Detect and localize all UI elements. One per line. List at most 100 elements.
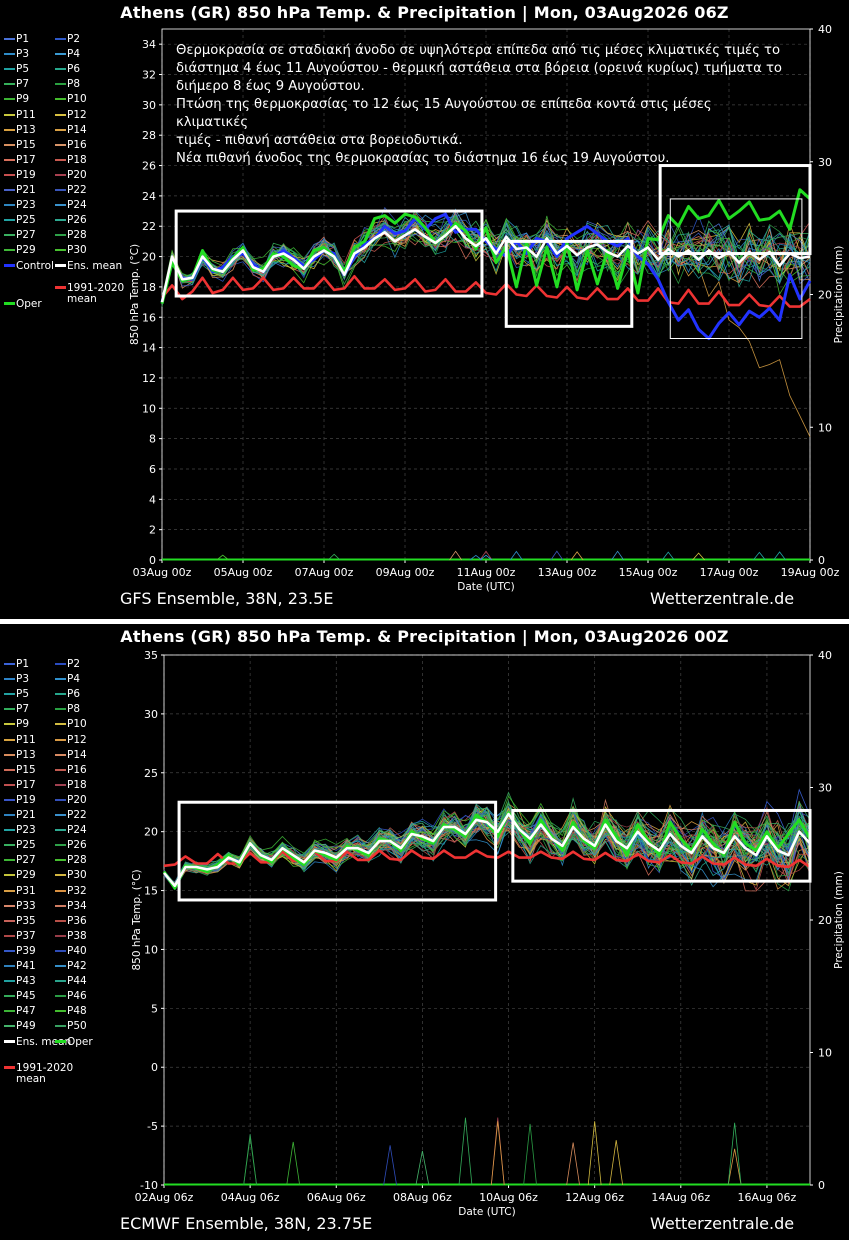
- legend-entry: P17: [4, 154, 36, 166]
- legend-label: P45: [16, 990, 36, 1003]
- y2-axis-label: Precipitation (mm): [833, 246, 845, 344]
- y-tick-label: 0: [151, 1061, 158, 1074]
- legend-swatch: [4, 98, 15, 101]
- legend-swatch: [55, 663, 66, 665]
- legend-entry: P46: [55, 990, 87, 1002]
- legend-label: P44: [67, 975, 87, 988]
- precip-spike: [458, 1117, 473, 1186]
- precip-spike: [611, 550, 625, 561]
- legend-label: P13: [16, 748, 36, 761]
- legend-label: P1: [16, 33, 30, 45]
- precip-spike: [523, 1123, 537, 1186]
- legend-swatch: [55, 204, 66, 207]
- legend-entry: P50: [55, 1020, 87, 1032]
- y2-tick-label: 20: [818, 289, 832, 302]
- legend-label: P33: [16, 899, 36, 912]
- legend-swatch: [4, 965, 15, 967]
- legend-label: P17: [16, 778, 36, 791]
- y-tick-label: 12: [142, 372, 156, 385]
- legend-swatch: [4, 859, 15, 862]
- x-tick-label: 02Aug 06z: [135, 1191, 194, 1204]
- precip-spike: [550, 550, 564, 561]
- legend-entry: P49: [4, 1020, 36, 1032]
- legend-swatch: [4, 113, 15, 116]
- precip-spike: [752, 551, 766, 561]
- legend-entry: P11: [4, 109, 36, 121]
- legend-entry: 1991-2020: [4, 1062, 73, 1074]
- legend-entry: P6: [55, 63, 80, 75]
- legend-entry: P9: [4, 93, 29, 105]
- y-tick-label: 30: [142, 99, 156, 112]
- legend-swatch: [55, 783, 66, 786]
- legend-label: P32: [67, 884, 87, 897]
- x-tick-label: 17Aug 00z: [700, 566, 759, 579]
- x-tick-label: 04Aug 06z: [221, 1191, 280, 1204]
- legend-swatch: [4, 189, 15, 191]
- chart-title: Athens (GR) 850 hPa Temp. & Precipitatio…: [120, 627, 729, 646]
- legend-entry: P2: [55, 658, 80, 670]
- legend-label: P40: [67, 944, 87, 957]
- legend-entry: P8: [55, 703, 80, 715]
- highlight-box: [177, 800, 498, 902]
- legend-swatch: [55, 113, 66, 116]
- legend-entry: P29: [4, 244, 36, 256]
- legend-label: P29: [16, 869, 36, 882]
- y2-tick-label: 10: [818, 1047, 832, 1060]
- legend-swatch: [4, 234, 15, 237]
- highlight-box: [669, 198, 803, 339]
- legend-entry: P25: [4, 214, 36, 226]
- legend-label: P31: [16, 884, 36, 897]
- legend-entry: P27: [4, 229, 36, 241]
- legend-swatch: [55, 693, 66, 696]
- y-tick-label: 5: [151, 1002, 158, 1015]
- legend-swatch: [55, 753, 66, 756]
- legend-entry: P14: [55, 124, 87, 136]
- legend-swatch: [55, 919, 66, 922]
- legend-label: P27: [16, 229, 36, 242]
- legend-swatch: [55, 68, 66, 71]
- legend-label: P3: [16, 673, 30, 686]
- model-info: ECMWF Ensemble, 38N, 23.75E: [120, 1214, 373, 1233]
- legend-entry: P14: [55, 749, 87, 761]
- legend-label: P11: [16, 733, 36, 746]
- legend: P1 P2 P3 P4 P5 P6 P7 P8 P9 P10 P11 P12 P13 P14 P15 P16 P…: [0, 624, 130, 1240]
- legend-label: P29: [16, 244, 36, 257]
- series-1991-2020-mean: [161, 275, 811, 308]
- precip-spike: [415, 1150, 430, 1186]
- annotation-line: διήμερο 8 έως 9 Αυγούστου.: [176, 79, 365, 94]
- y-tick-label: 14: [142, 342, 156, 355]
- legend-entry: P1: [4, 658, 29, 670]
- y2-tick-label: 10: [818, 421, 832, 434]
- member-line: [163, 801, 811, 885]
- legend-swatch: [4, 949, 15, 952]
- grid: [163, 654, 810, 1186]
- legend-label: P18: [67, 778, 87, 791]
- y-tick-label: 34: [142, 38, 156, 51]
- legend-swatch: [4, 249, 15, 252]
- legend-swatch: [4, 708, 15, 711]
- precip-spike: [383, 1145, 397, 1186]
- legend-label: P17: [16, 153, 36, 166]
- legend-label: P15: [16, 763, 36, 776]
- legend-swatch: [55, 889, 66, 892]
- legend-label: P4: [67, 673, 81, 686]
- x-tick-label: 19Aug 00z: [781, 566, 840, 579]
- legend-swatch: [55, 798, 66, 801]
- legend-swatch: [4, 889, 15, 892]
- x-tick-label: 05Aug 00z: [214, 566, 273, 579]
- legend-swatch: [55, 678, 66, 681]
- legend-swatch: [4, 1040, 15, 1043]
- legend-entry: P16: [55, 139, 87, 151]
- chart-title: Athens (GR) 850 hPa Temp. & Precipitatio…: [120, 3, 729, 22]
- legend-swatch: [55, 738, 66, 741]
- legend-label: P27: [16, 854, 36, 867]
- y-tick-label: 18: [142, 281, 156, 294]
- series-ens-mean: [160, 224, 811, 303]
- precip-spike: [609, 1140, 624, 1186]
- legend-label: Oper: [67, 1035, 93, 1048]
- x-tick-label: 16Aug 06z: [738, 1191, 797, 1204]
- highlight-box: [511, 808, 812, 883]
- legend-label: P13: [16, 123, 36, 136]
- legend-entry: Oper: [4, 298, 42, 310]
- legend-label: P4: [67, 48, 81, 61]
